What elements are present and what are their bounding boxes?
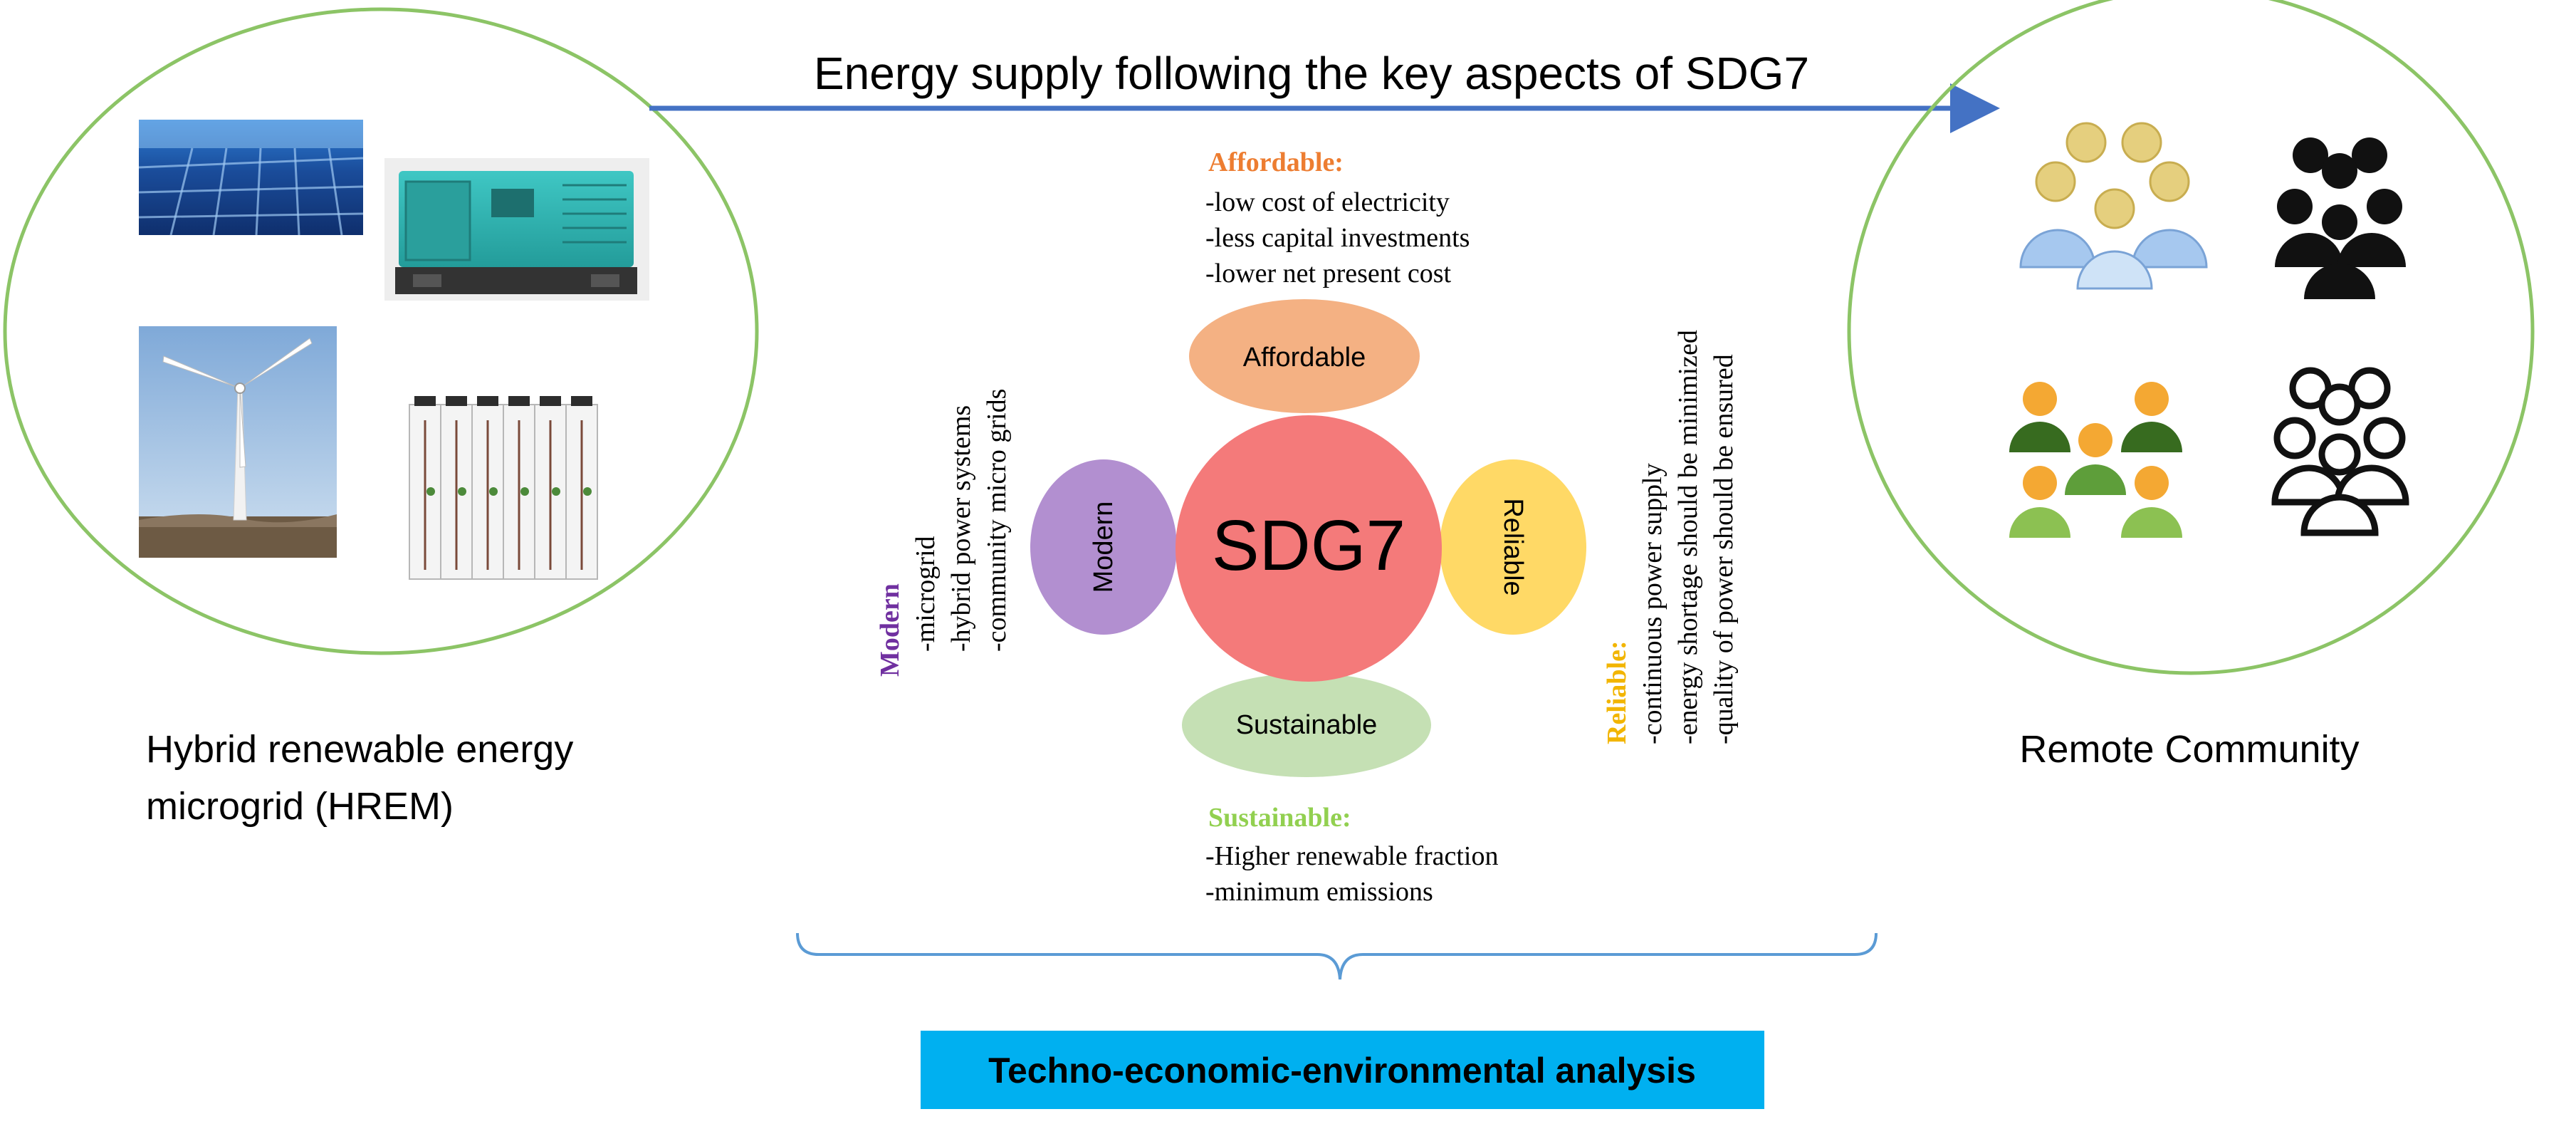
solar-panel-icon bbox=[138, 120, 364, 236]
affordable-item: -low cost of electricity bbox=[1205, 187, 1450, 217]
people-group-colored-a bbox=[2019, 122, 2208, 290]
energy-supply-label: Energy supply following the key aspects … bbox=[814, 48, 1809, 99]
reliable-petal bbox=[1440, 459, 1586, 635]
reliable-title: Reliable: bbox=[1602, 640, 1632, 744]
affordable-item: -lower net present cost bbox=[1205, 259, 1451, 288]
modern-title: Modern bbox=[875, 583, 905, 677]
reliable-petal-label: Reliable bbox=[1498, 498, 1528, 595]
modern-item: -hybrid power systems bbox=[946, 405, 976, 652]
community-circle bbox=[1847, 0, 2535, 675]
analysis-brace bbox=[796, 932, 1878, 980]
affordable-title: Affordable: bbox=[1208, 147, 1344, 177]
modern-petal bbox=[1030, 459, 1177, 635]
diesel-generator-icon bbox=[384, 158, 649, 301]
battery-bank-icon bbox=[402, 390, 602, 586]
sustainable-item: -minimum emissions bbox=[1205, 877, 1433, 907]
reliable-item: -quality of power should be ensured bbox=[1709, 354, 1739, 744]
hrem-caption-line2: microgrid (HREM) bbox=[146, 785, 454, 828]
hrem-caption-line1: Hybrid renewable energy bbox=[146, 728, 573, 771]
community-caption: Remote Community bbox=[2019, 728, 2359, 771]
sdg7-center-circle bbox=[1176, 415, 1442, 682]
affordable-petal bbox=[1189, 299, 1420, 413]
people-group-black bbox=[2275, 137, 2406, 299]
affordable-item: -less capital investments bbox=[1205, 223, 1470, 253]
reliable-item: -continuous power supply bbox=[1638, 463, 1667, 744]
modern-item: -microgrid bbox=[911, 536, 941, 652]
analysis-label: Techno-economic-environmental analysis bbox=[988, 1051, 1696, 1091]
modern-item: -community micro grids bbox=[982, 389, 1012, 652]
sustainable-petal-label: Sustainable bbox=[1236, 710, 1378, 740]
sdg7-center-label: SDG7 bbox=[1212, 506, 1405, 586]
sustainable-item: -Higher renewable fraction bbox=[1205, 841, 1498, 871]
hrem-circle bbox=[3, 7, 759, 655]
modern-petal-label: Modern bbox=[1089, 501, 1119, 593]
analysis-box bbox=[921, 1031, 1764, 1109]
affordable-petal-label: Affordable bbox=[1243, 343, 1366, 373]
people-group-colored-b bbox=[2009, 382, 2182, 538]
sustainable-petal bbox=[1182, 673, 1431, 777]
reliable-item: -energy shortage should be minimized bbox=[1673, 330, 1703, 744]
people-group-outline bbox=[2271, 367, 2409, 536]
sustainable-title: Sustainable: bbox=[1208, 803, 1351, 833]
wind-turbine-icon bbox=[139, 326, 337, 558]
